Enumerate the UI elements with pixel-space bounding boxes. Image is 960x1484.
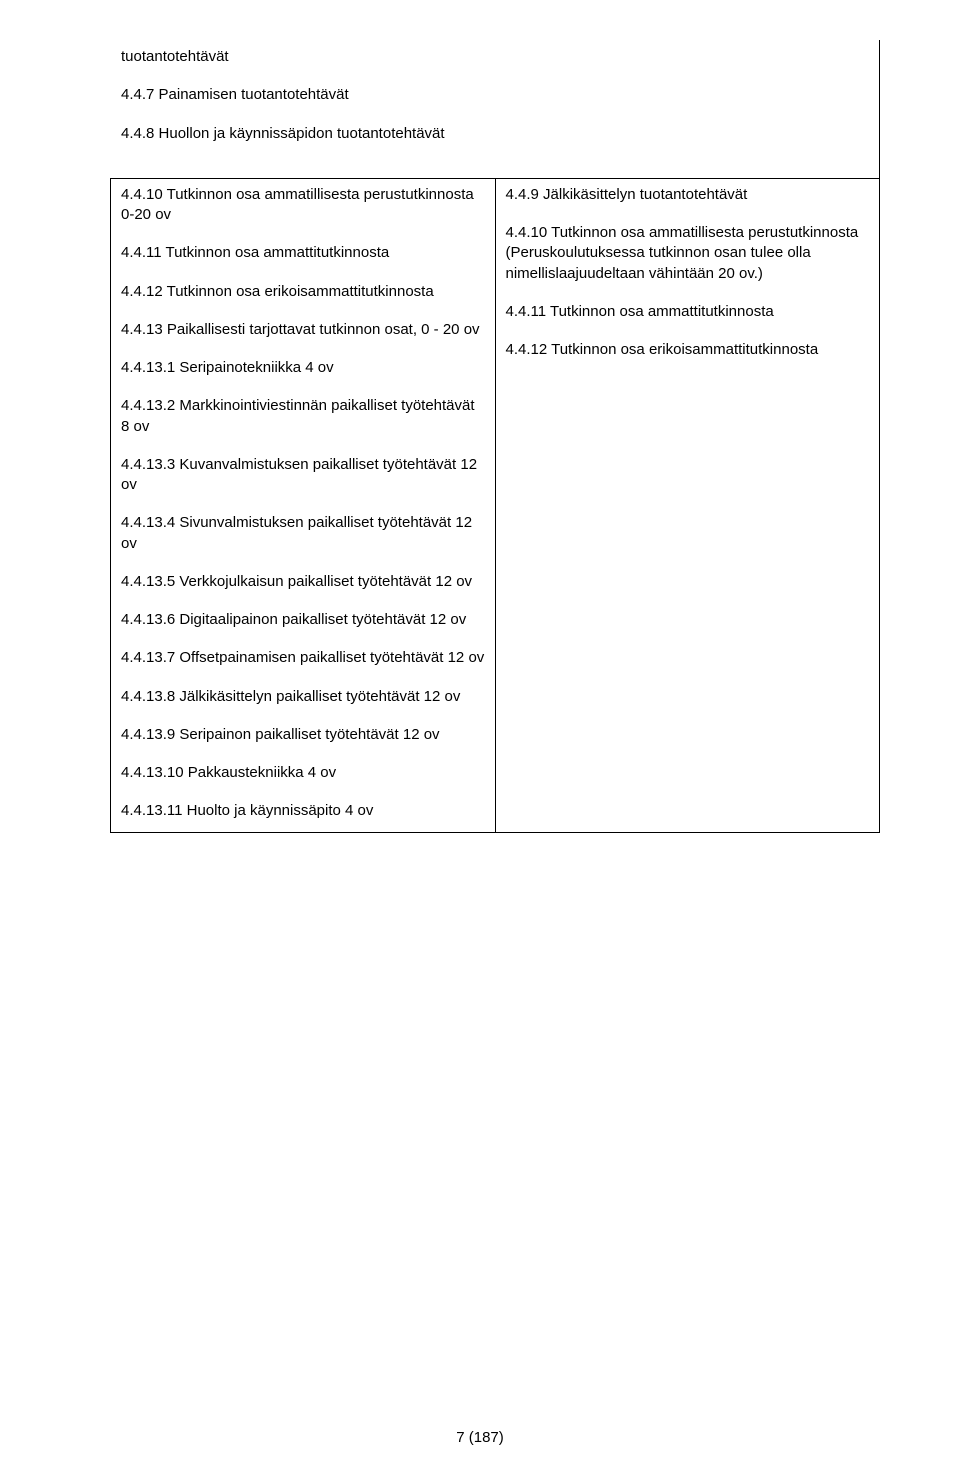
content-table: tuotantotehtävät 4.4.7 Painamisen tuotan… bbox=[110, 40, 880, 833]
list-item: 4.4.10 Tutkinnon osa ammatillisesta peru… bbox=[121, 185, 485, 226]
list-item: 4.4.13.3 Kuvanvalmistuksen paikalliset t… bbox=[121, 455, 485, 496]
top-left-block: tuotantotehtävät 4.4.7 Painamisen tuotan… bbox=[121, 47, 480, 144]
table-row: tuotantotehtävät 4.4.7 Painamisen tuotan… bbox=[111, 41, 880, 179]
list-item: 4.4.13.11 Huolto ja käynnissäpito 4 ov bbox=[121, 801, 485, 821]
list-item: 4.4.13.9 Seripainon paikalliset työtehtä… bbox=[121, 725, 485, 745]
list-item: 4.4.8 Huollon ja käynnissäpidon tuotanto… bbox=[121, 124, 480, 144]
list-item: 4.4.13.6 Digitaalipainon paikalliset työ… bbox=[121, 610, 485, 630]
list-item: 4.4.11 Tutkinnon osa ammattitutkinnosta bbox=[506, 302, 870, 322]
list-item: 4.4.12 Tutkinnon osa erikoisammattitutki… bbox=[506, 340, 870, 360]
list-item: 4.4.12 Tutkinnon osa erikoisammattitutki… bbox=[121, 282, 485, 302]
page: tuotantotehtävät 4.4.7 Painamisen tuotan… bbox=[0, 0, 960, 1484]
list-item: 4.4.13.10 Pakkaustekniikka 4 ov bbox=[121, 763, 485, 783]
page-footer: 7 (187) bbox=[0, 1429, 960, 1446]
list-item: 4.4.9 Jälkikäsittelyn tuotantotehtävät bbox=[506, 185, 870, 205]
list-item: 4.4.13.2 Markkinointiviestinnän paikalli… bbox=[121, 396, 485, 437]
list-item: 4.4.13.7 Offsetpainamisen paikalliset ty… bbox=[121, 648, 485, 668]
left-cell: 4.4.10 Tutkinnon osa ammatillisesta peru… bbox=[111, 178, 496, 832]
table-row: 4.4.10 Tutkinnon osa ammatillisesta peru… bbox=[111, 178, 880, 832]
list-item: 4.4.13.1 Seripainotekniikka 4 ov bbox=[121, 358, 485, 378]
list-item: 4.4.10 Tutkinnon osa ammatillisesta peru… bbox=[506, 223, 870, 284]
list-item: 4.4.13.5 Verkkojulkaisun paikalliset työ… bbox=[121, 572, 485, 592]
list-item: 4.4.13.8 Jälkikäsittelyn paikalliset työ… bbox=[121, 687, 485, 707]
list-item: 4.4.13 Paikallisesti tarjottavat tutkinn… bbox=[121, 320, 485, 340]
list-item: 4.4.13.4 Sivunvalmistuksen paikalliset t… bbox=[121, 513, 485, 554]
list-item: 4.4.7 Painamisen tuotantotehtävät bbox=[121, 85, 480, 105]
list-item: 4.4.11 Tutkinnon osa ammattitutkinnosta bbox=[121, 243, 485, 263]
list-item: tuotantotehtävät bbox=[121, 47, 480, 67]
right-cell: 4.4.9 Jälkikäsittelyn tuotantotehtävät 4… bbox=[495, 178, 880, 832]
